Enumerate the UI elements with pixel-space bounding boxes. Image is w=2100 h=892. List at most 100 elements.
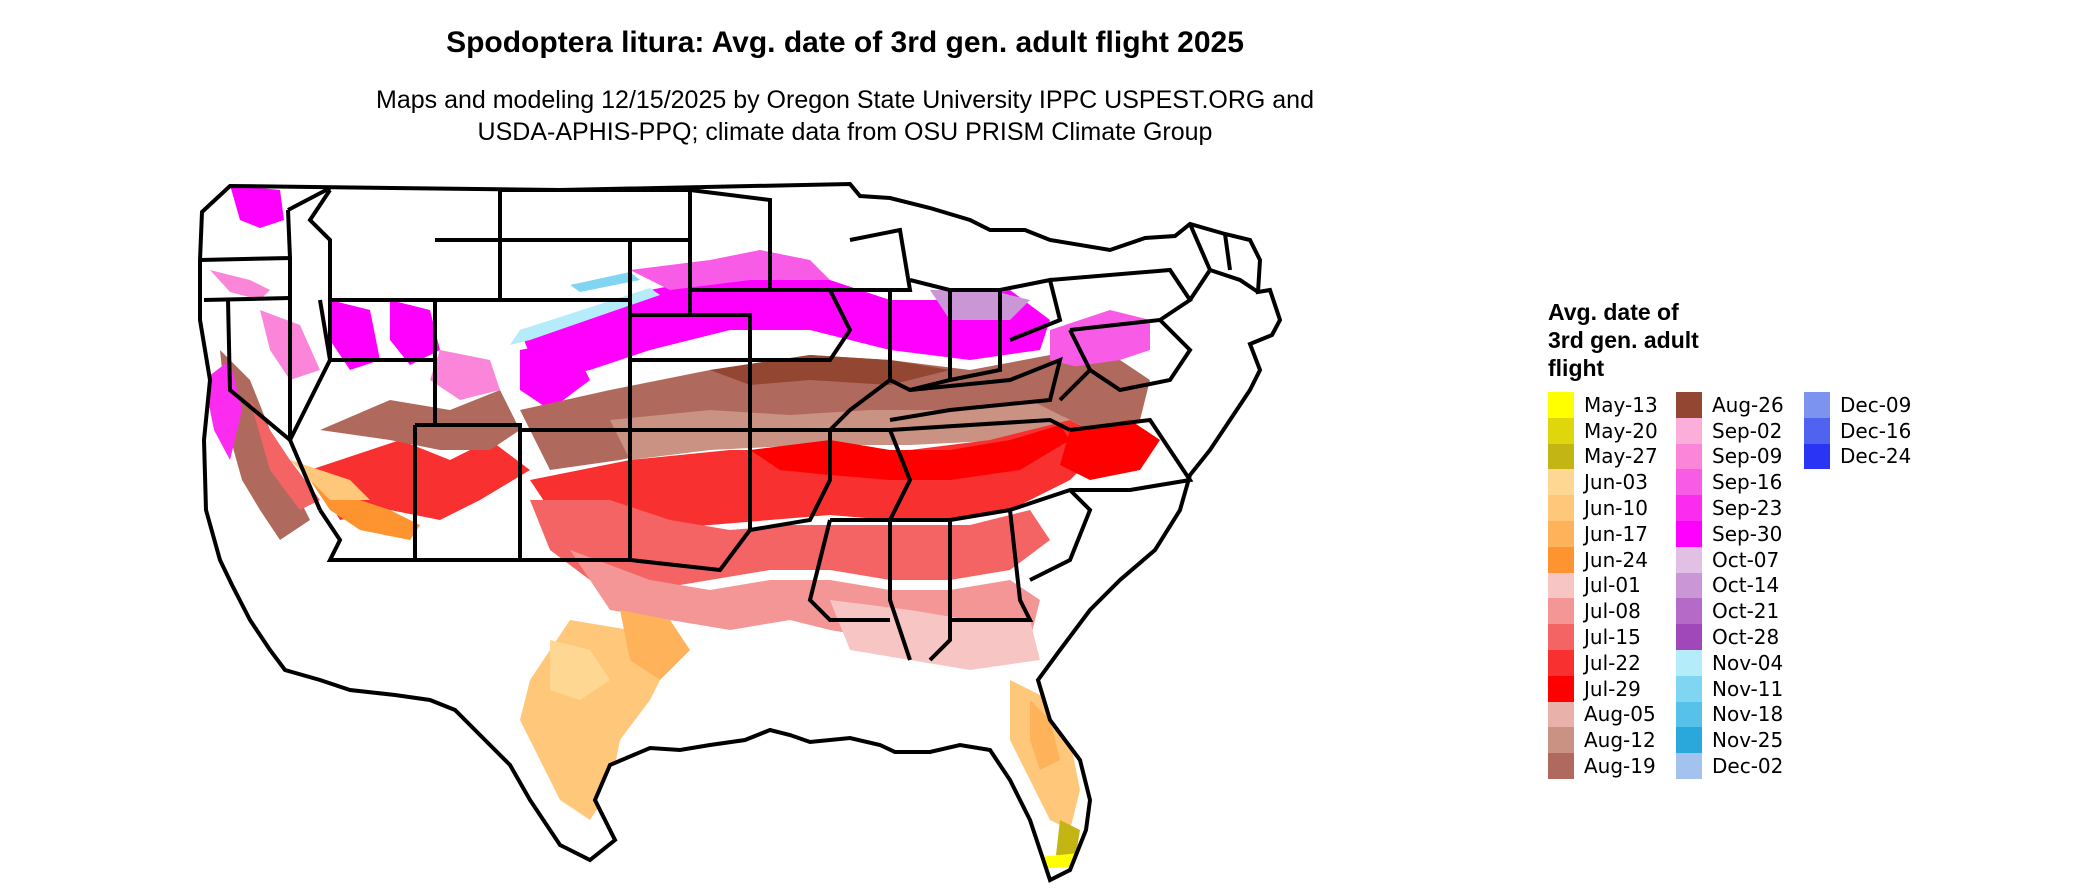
legend-swatch xyxy=(1548,520,1574,547)
legend-label: Oct-07 xyxy=(1712,547,1780,572)
legend-label: May-27 xyxy=(1584,444,1658,469)
legend-item: Jun-17 xyxy=(1548,520,1676,547)
legend-item: Sep-09 xyxy=(1676,443,1804,470)
legend-label: Sep-16 xyxy=(1712,470,1783,495)
legend-item: Nov-18 xyxy=(1676,701,1804,728)
legend-label: Aug-05 xyxy=(1584,702,1656,727)
legend-label: Nov-25 xyxy=(1712,728,1784,753)
legend-swatch xyxy=(1804,392,1830,418)
legend-label: Oct-28 xyxy=(1712,625,1780,650)
legend-item: Jul-08 xyxy=(1548,598,1676,625)
legend-swatch xyxy=(1676,392,1702,418)
map-title: Spodoptera litura: Avg. date of 3rd gen.… xyxy=(446,26,1244,59)
legend-label: Jun-17 xyxy=(1584,521,1648,546)
legend-item: Dec-02 xyxy=(1676,753,1804,779)
legend-swatch xyxy=(1676,572,1702,599)
legend-swatch xyxy=(1676,417,1702,444)
legend-label: Jun-03 xyxy=(1584,470,1648,495)
legend-swatch xyxy=(1548,572,1574,599)
legend-swatch xyxy=(1548,727,1574,754)
legend-label: Jun-24 xyxy=(1584,547,1648,572)
legend-column: Dec-09 Dec-16 Dec-24 xyxy=(1804,392,1932,779)
legend-label: Jul-15 xyxy=(1584,625,1641,650)
legend-item: Jul-15 xyxy=(1548,624,1676,650)
legend-item: Jul-22 xyxy=(1548,649,1676,676)
climate-zones xyxy=(204,185,1160,870)
legend-label: Dec-24 xyxy=(1840,444,1912,469)
legend-swatch xyxy=(1676,598,1702,625)
legend-swatch xyxy=(1676,753,1702,779)
legend-column: Aug-26 Sep-02 Sep-09 Sep-16 Sep-23 Sep-30 Oct-… xyxy=(1676,392,1804,779)
legend-item: Jun-03 xyxy=(1548,469,1676,496)
legend-swatch xyxy=(1548,417,1574,444)
legend-label: Jul-01 xyxy=(1584,573,1641,598)
legend-label: Aug-19 xyxy=(1584,754,1656,779)
legend-item: Nov-04 xyxy=(1676,649,1804,676)
legend-swatch xyxy=(1676,443,1702,470)
legend-title-line-2: 3rd gen. adult xyxy=(1548,327,1699,353)
legend-item: Aug-26 xyxy=(1676,392,1804,418)
legend-label: Sep-23 xyxy=(1712,496,1783,521)
legend-item: May-27 xyxy=(1548,443,1676,470)
legend-swatch xyxy=(1548,443,1574,470)
legend-label: Sep-09 xyxy=(1712,444,1783,469)
legend-swatch xyxy=(1676,624,1702,650)
legend-columns: May-13 May-20 May-27 Jun-03 Jun-10 Jun-17 Jun-… xyxy=(1548,392,1932,779)
map-subtitle: Maps and modeling 12/15/2025 by Oregon S… xyxy=(300,84,1390,148)
legend-label: Nov-11 xyxy=(1712,676,1784,701)
legend-item: Dec-16 xyxy=(1804,417,1932,444)
legend-label: Jul-22 xyxy=(1584,650,1641,675)
legend-item: Oct-07 xyxy=(1676,546,1804,573)
legend-label: Jul-08 xyxy=(1584,599,1641,624)
legend-item: Aug-19 xyxy=(1548,753,1676,779)
legend-swatch xyxy=(1548,753,1574,779)
legend-item: Nov-25 xyxy=(1676,727,1804,754)
legend-item: Dec-09 xyxy=(1804,392,1932,418)
legend-swatch xyxy=(1548,392,1574,418)
legend-item: Oct-28 xyxy=(1676,624,1804,650)
legend-item: May-13 xyxy=(1548,392,1676,418)
legend-item: Sep-02 xyxy=(1676,417,1804,444)
legend-label: May-20 xyxy=(1584,418,1658,443)
legend-swatch xyxy=(1548,546,1574,573)
legend-item: Sep-23 xyxy=(1676,495,1804,521)
legend-swatch xyxy=(1548,469,1574,496)
state-boundaries xyxy=(198,181,1283,883)
legend-item: Sep-30 xyxy=(1676,520,1804,547)
legend-label: Jun-10 xyxy=(1584,496,1648,521)
us-flight-date-map xyxy=(198,181,1283,883)
legend-label: Nov-04 xyxy=(1712,650,1784,675)
legend-label: Dec-16 xyxy=(1840,418,1912,443)
legend-swatch xyxy=(1548,624,1574,650)
legend-column: May-13 May-20 May-27 Jun-03 Jun-10 Jun-17 Jun-… xyxy=(1548,392,1676,779)
legend-item: Aug-12 xyxy=(1548,727,1676,754)
legend-label: Aug-12 xyxy=(1584,728,1656,753)
legend-title: Avg. date of 3rd gen. adult flight xyxy=(1548,298,1748,382)
legend-swatch xyxy=(1548,495,1574,521)
legend-label: Nov-18 xyxy=(1712,702,1784,727)
legend-label: Oct-21 xyxy=(1712,599,1780,624)
legend-item: Jul-29 xyxy=(1548,675,1676,702)
legend-swatch xyxy=(1548,701,1574,728)
legend-label: Jul-29 xyxy=(1584,676,1641,701)
legend-item: Oct-14 xyxy=(1676,572,1804,599)
legend-swatch xyxy=(1676,727,1702,754)
subtitle-line-1: Maps and modeling 12/15/2025 by Oregon S… xyxy=(376,86,1314,114)
legend-item: Aug-05 xyxy=(1548,701,1676,728)
legend-item: Nov-11 xyxy=(1676,675,1804,702)
legend-item: Dec-24 xyxy=(1804,443,1932,470)
legend-title-line-1: Avg. date of xyxy=(1548,299,1679,325)
legend-item: Jun-10 xyxy=(1548,495,1676,521)
legend-item: May-20 xyxy=(1548,417,1676,444)
legend-title-line-3: flight xyxy=(1548,355,1605,381)
legend-swatch xyxy=(1804,443,1830,470)
legend-label: Aug-26 xyxy=(1712,392,1784,417)
subtitle-line-2: USDA-APHIS-PPQ; climate data from OSU PR… xyxy=(477,118,1213,146)
legend-swatch xyxy=(1676,701,1702,728)
legend-item: Jun-24 xyxy=(1548,546,1676,573)
legend-swatch xyxy=(1676,675,1702,702)
legend-label: Dec-02 xyxy=(1712,754,1784,779)
legend-swatch xyxy=(1548,649,1574,676)
legend-item: Jul-01 xyxy=(1548,572,1676,599)
legend-swatch xyxy=(1676,546,1702,573)
